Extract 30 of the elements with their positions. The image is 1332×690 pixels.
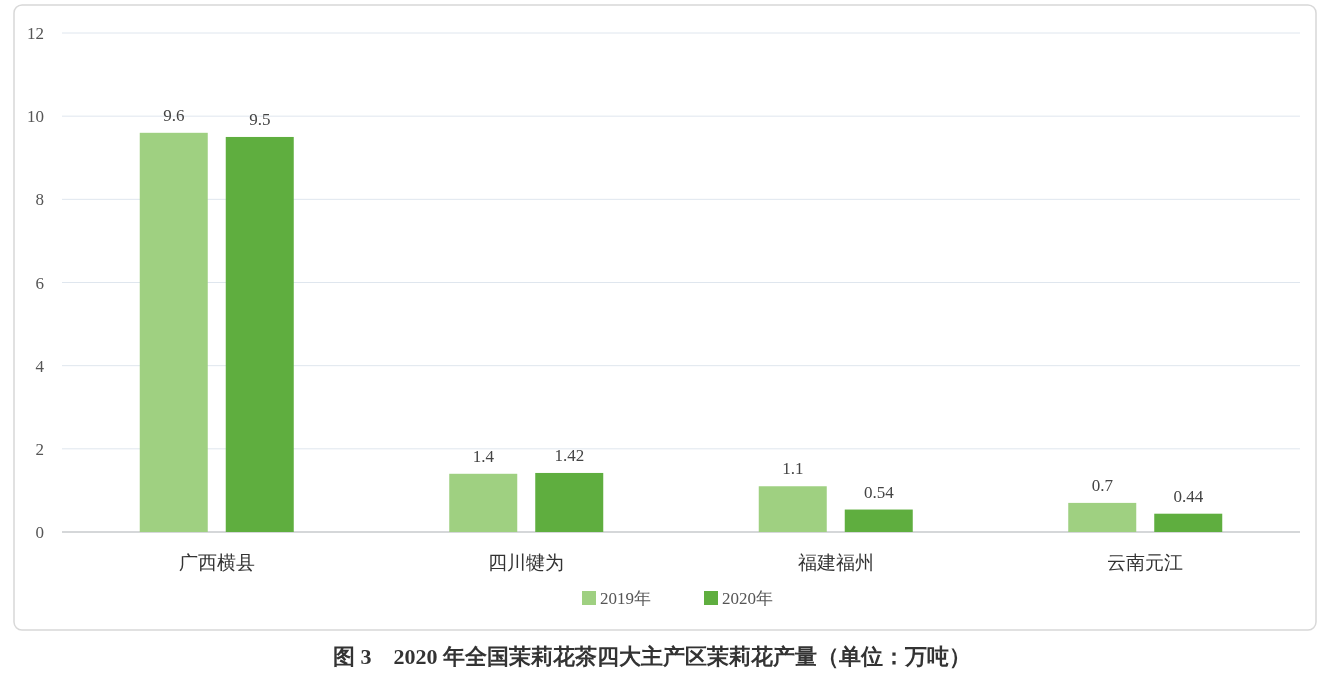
x-tick-label: 广西横县 xyxy=(178,551,255,573)
bar xyxy=(139,132,208,532)
bar xyxy=(449,473,518,532)
legend-label: 2020年 xyxy=(722,589,773,608)
x-tick-label: 云南元江 xyxy=(1107,551,1184,573)
data-label: 9.5 xyxy=(249,109,271,129)
data-label: 1.42 xyxy=(554,445,585,465)
bar xyxy=(844,509,913,532)
legend-label: 2019年 xyxy=(600,589,651,608)
data-label: 0.54 xyxy=(863,482,895,502)
bar xyxy=(1154,513,1223,532)
x-tick-label: 四川犍为 xyxy=(488,551,565,573)
y-tick-label: 6 xyxy=(35,273,44,293)
y-tick-label: 12 xyxy=(27,24,44,43)
bar xyxy=(758,486,827,532)
x-tick-label: 福建福州 xyxy=(797,551,874,573)
y-tick-label: 10 xyxy=(27,107,44,127)
data-label: 9.6 xyxy=(163,105,185,125)
data-label: 1.4 xyxy=(472,446,495,466)
bar xyxy=(1068,502,1137,532)
data-label: 0.44 xyxy=(1173,486,1204,506)
y-tick-label: 2 xyxy=(35,439,44,459)
data-label: 0.7 xyxy=(1091,475,1114,495)
y-tick-label: 4 xyxy=(35,356,45,376)
bar xyxy=(225,136,294,532)
bar xyxy=(535,472,604,532)
y-tick-label: 8 xyxy=(35,190,44,210)
y-tick-label: 0 xyxy=(35,523,44,542)
data-label: 1.1 xyxy=(782,459,804,479)
text: 图 3 2020 年全国茉莉花茶四大主产区茉莉花产量（单位：万吨） xyxy=(333,644,971,669)
